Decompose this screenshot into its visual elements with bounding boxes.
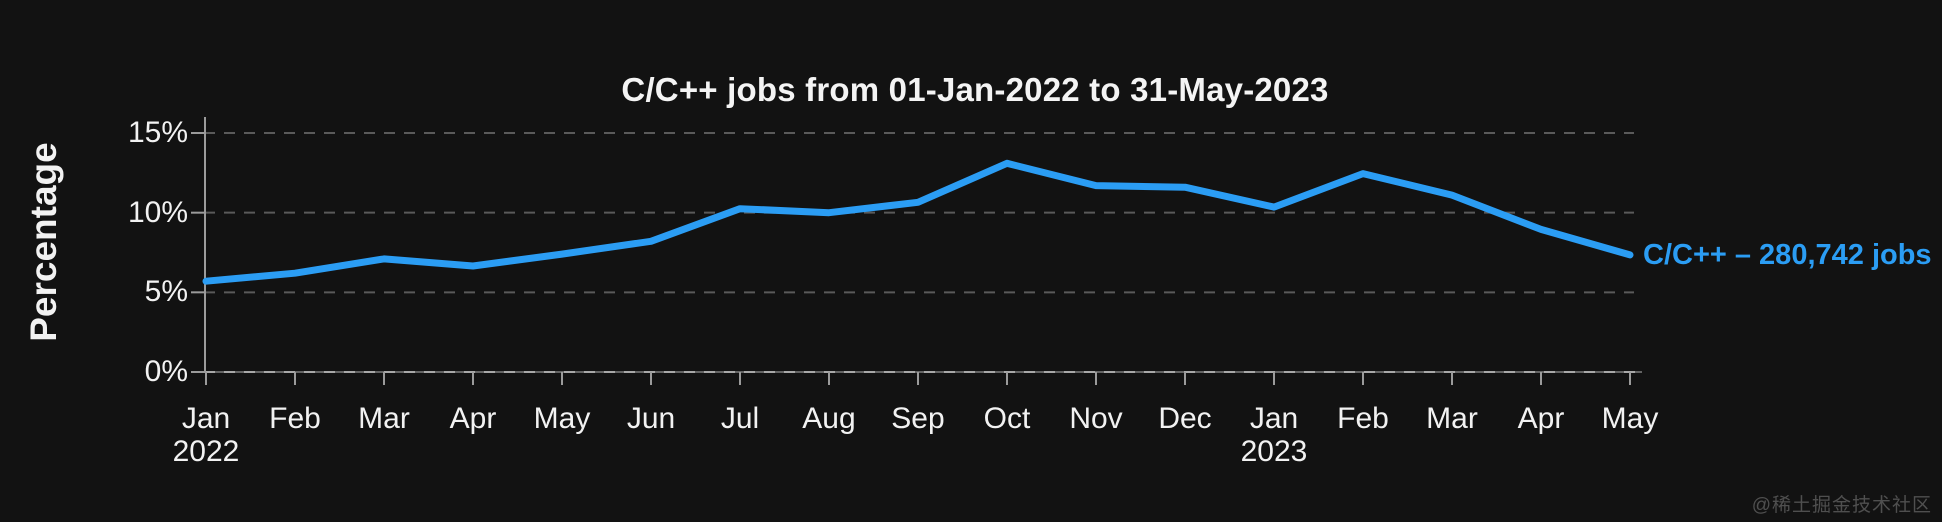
x-axis-tick-label: Aug — [802, 402, 856, 435]
x-axis-tick-label: Sep — [891, 402, 945, 435]
x-axis-tick-label: Jun — [626, 402, 676, 435]
y-axis-tick-label: 10% — [127, 195, 188, 229]
x-axis-tick-label: Oct — [983, 402, 1031, 435]
y-axis-tick-label: 15% — [127, 116, 188, 149]
y-axis-title: Percentage — [23, 142, 64, 342]
x-axis-tick-label: Jul — [720, 402, 760, 435]
x-axis-tick-label: May — [533, 402, 591, 435]
x-axis-tick-label: Feb — [1337, 402, 1389, 435]
x-axis-tick-label: Apr — [1517, 402, 1565, 435]
x-axis-year-label: 2023 — [1240, 435, 1308, 468]
x-axis-tick-label: Jan — [181, 402, 231, 435]
x-axis-tick-label: May — [1601, 402, 1659, 435]
x-axis-tick-label: Jan — [1249, 402, 1299, 435]
x-axis-tick-label: Feb — [269, 402, 321, 435]
x-axis-tick-label: Mar — [358, 402, 410, 435]
series-inline-label: C/C++ – 280,742 jobs — [1643, 239, 1932, 271]
y-axis-tick-label: 0% — [144, 355, 188, 388]
x-axis-tick-label: Nov — [1069, 402, 1123, 435]
series-line-cc — [202, 159, 1634, 285]
y-axis-tick-label: 5% — [144, 275, 188, 309]
x-axis-year-label: 2022 — [172, 435, 240, 468]
x-axis-tick-label: Mar — [1426, 402, 1478, 435]
chart-title: C/C++ jobs from 01-Jan-2022 to 31-May-20… — [621, 71, 1329, 108]
x-axis-tick-label: Apr — [449, 402, 497, 435]
watermark: @稀土掘金技术社区 — [1751, 495, 1932, 516]
x-axis-tick-label: Dec — [1158, 402, 1212, 435]
